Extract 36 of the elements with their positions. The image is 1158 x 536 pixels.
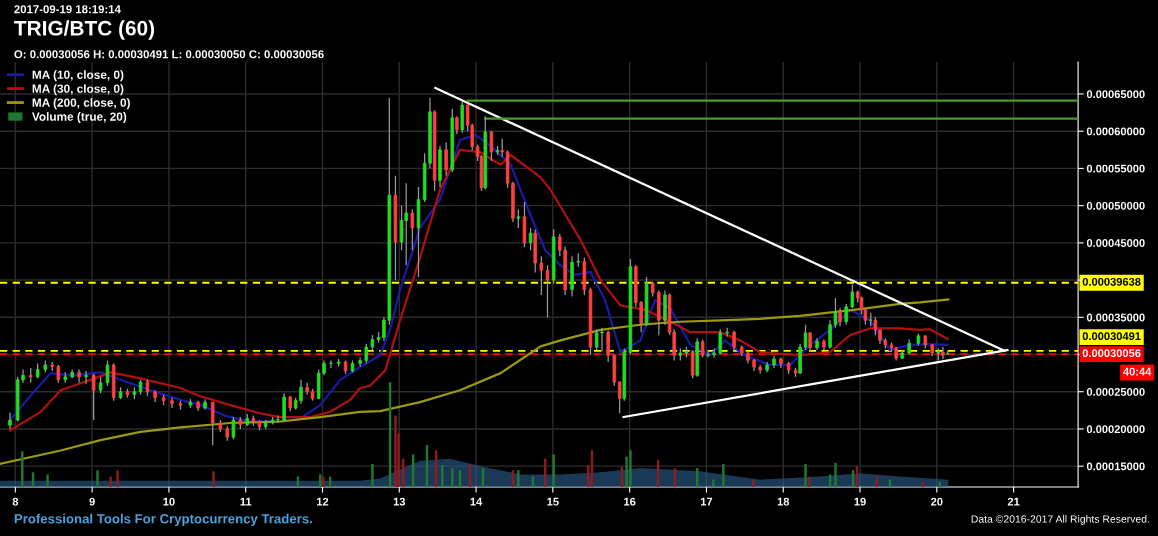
text: 2017-09-19 18:19:14: [14, 5, 121, 14]
x-tick-label: 21: [1007, 497, 1020, 506]
y-tick-label: 0.00050000: [1086, 201, 1145, 210]
y-tick-label: 0.00060000: [1086, 127, 1145, 136]
ref-line-label: 0.00030056: [1082, 349, 1141, 358]
x-tick-label: 10: [163, 497, 175, 506]
chart-title: TRIG/BTC (60): [14, 20, 155, 40]
text: Data ©2016-2017 All Rights Reserved.: [971, 515, 1149, 525]
x-tick-label: 14: [470, 497, 483, 506]
text: Professional Tools For Cryptocurrency Traders.: [14, 513, 312, 527]
y-tick-label: 0.00025000: [1086, 387, 1145, 396]
y-tick-label: 0.00065000: [1086, 90, 1145, 99]
legend-label: MA (200, close, 0): [32, 98, 130, 110]
y-tick-label: 0.00055000: [1086, 164, 1145, 173]
legend-label: MA (10, close, 0): [32, 70, 124, 82]
legend-label: MA (30, close, 0): [32, 84, 124, 96]
x-tick-label: 19: [854, 497, 866, 506]
ref-line-label: 0.00030491: [1082, 332, 1141, 341]
y-tick-label: 0.00020000: [1086, 425, 1145, 434]
x-tick-label: 13: [393, 497, 406, 506]
x-tick-label: 12: [317, 497, 329, 506]
chart-subtitle: O: 0.00030056 H: 0.00030491 L: 0.00030050 C: 0.00030056: [14, 50, 324, 59]
text: 40:44: [1123, 367, 1152, 376]
y-tick-label: 0.00045000: [1086, 239, 1145, 247]
x-tick-label: 8: [12, 497, 19, 506]
y-tick-label: 0.00015000: [1086, 462, 1145, 471]
x-tick-label: 15: [547, 497, 559, 506]
x-tick-label: 16: [624, 497, 636, 506]
x-tick-label: 20: [931, 497, 943, 506]
legend-label: Volume (true, 20): [31, 112, 127, 124]
x-tick-label: 9: [89, 497, 95, 506]
y-tick-label: 0.00035000: [1086, 313, 1145, 322]
x-tick-label: 11: [240, 497, 252, 506]
x-tick-label: 18: [777, 497, 790, 506]
x-tick-label: 17: [700, 497, 713, 506]
ref-line-label: 0.00039638: [1082, 277, 1141, 286]
